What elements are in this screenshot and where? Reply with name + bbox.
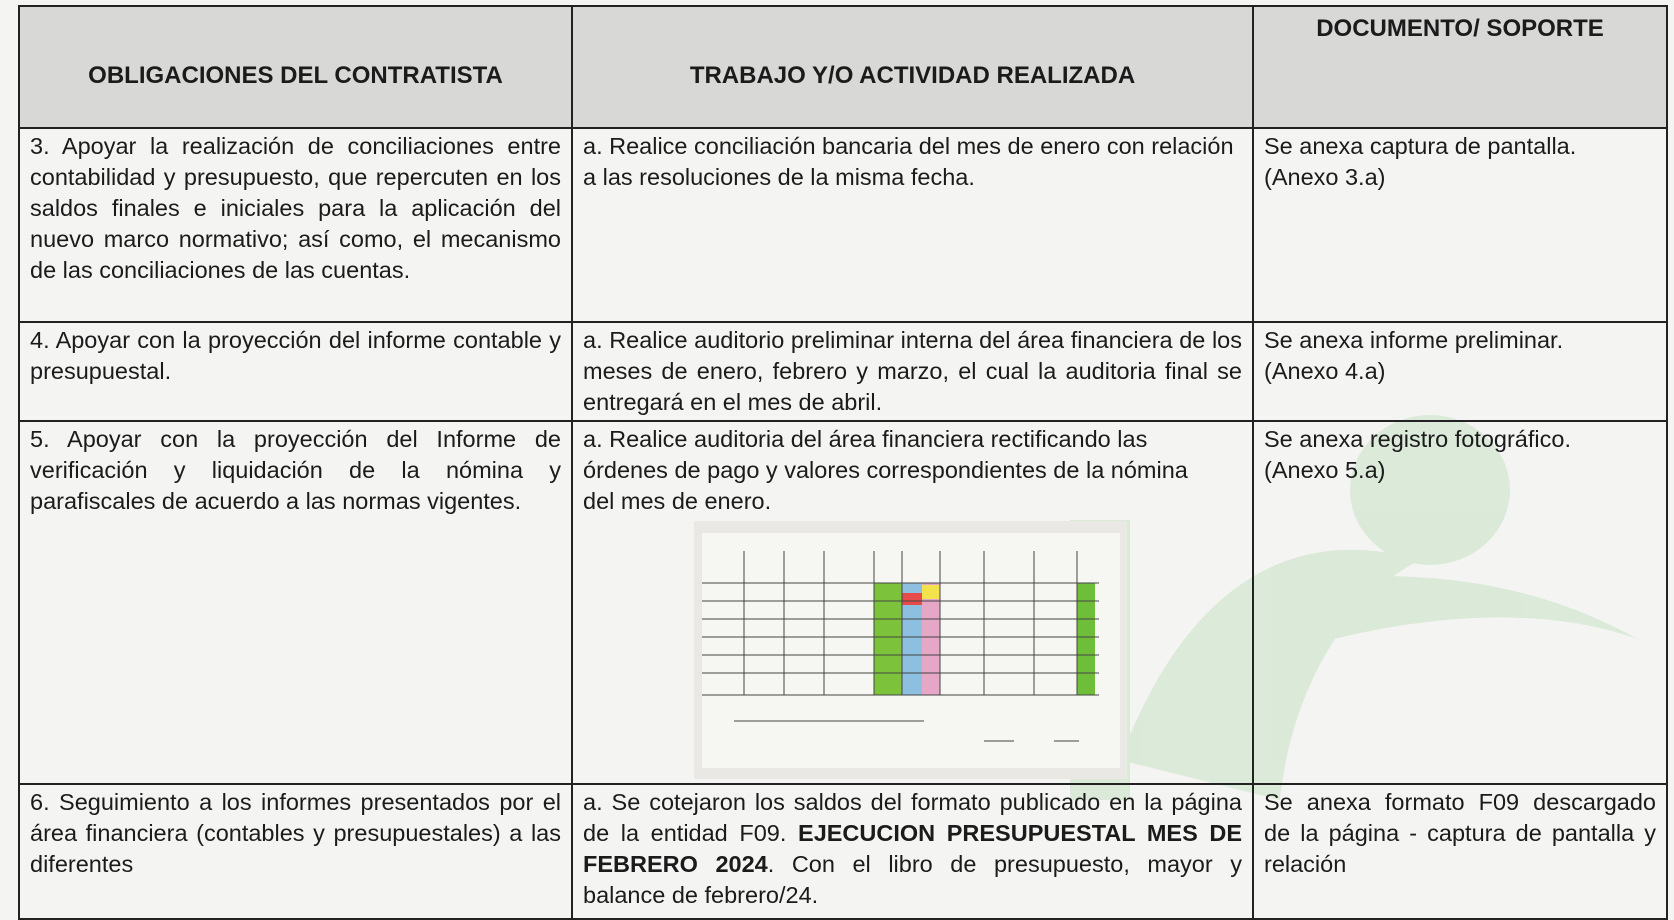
photo-spreadsheet: [694, 521, 1127, 779]
activity: a. Realice conciliación bancaria del mes…: [571, 127, 1254, 323]
activity: a. Realice auditorio preliminar interna …: [571, 321, 1254, 422]
support: Se anexa registro fotográfico. (Anexo 5.a…: [1252, 420, 1668, 785]
activity-bold: EJECUCION PRESUPUESTAL MES DE FEBRERO 20…: [583, 820, 1243, 877]
header-cell: DOCUMENTO/ SOPORTE: [1252, 5, 1668, 129]
table: OBLIGACIONES DEL CONTRATISTA TRABAJO Y/O…: [18, 5, 1668, 920]
activity-text: a. Se cotejaron los saldos del formato p…: [583, 789, 1242, 846]
obligation: 6. Seguimiento a los informes presentado…: [18, 783, 573, 920]
annex: (Anexo 3.a): [1264, 164, 1386, 190]
support: Se anexa formato F09 descargado de la pá…: [1252, 783, 1668, 920]
header-row: OBLIGACIONES DEL CONTRATISTA TRABAJO Y/O…: [18, 5, 1668, 129]
obligation: 4. Apoyar con la proyección del informe …: [18, 321, 573, 422]
row: 6. Seguimiento a los informes presentado…: [18, 783, 1668, 920]
obligation: 5. Apoyar con la proyección del Informe …: [18, 420, 573, 785]
activity-text: a. Realice auditoria del área financiera…: [583, 426, 1188, 514]
support-text: Se anexa informe preliminar.: [1264, 327, 1564, 353]
page: {"table": { "header": ["OBLIGACIONES DEL…: [18, 5, 1668, 920]
activity-text: . Con el libro de presupuesto, mayor y b…: [583, 851, 1243, 908]
activity: a. Realice auditoria del área financiera…: [571, 420, 1254, 785]
row: 4. Apoyar con la proyección del informe …: [18, 321, 1668, 422]
activity: a. Se cotejaron los saldos del formato p…: [571, 783, 1254, 920]
annex: (Anexo 4.a): [1264, 358, 1386, 384]
support-text: Se anexa formato F09 descargado de la pá…: [1264, 789, 1656, 877]
support-text: Se anexa registro fotográfico.: [1264, 426, 1571, 452]
support: Se anexa informe preliminar. (Anexo 4.a): [1252, 321, 1668, 422]
header-cell: TRABAJO Y/O ACTIVIDAD REALIZADA: [571, 5, 1254, 129]
obligation: 3. Apoyar la realización de conciliacion…: [18, 127, 573, 323]
document: OBLIGACIONES DEL CONTRATISTA TRABAJO Y/O…: [18, 5, 1668, 920]
annex: (Anexo 5.a): [1264, 457, 1386, 483]
support-text: Se anexa captura de pantalla.: [1264, 133, 1577, 159]
header-cell: OBLIGACIONES DEL CONTRATISTA: [18, 5, 573, 129]
row: 3. Apoyar la realización de conciliacion…: [18, 127, 1668, 323]
support: Se anexa captura de pantalla. (Anexo 3.a): [1252, 127, 1668, 323]
row: 5. Apoyar con la proyección del Informe …: [18, 420, 1668, 785]
